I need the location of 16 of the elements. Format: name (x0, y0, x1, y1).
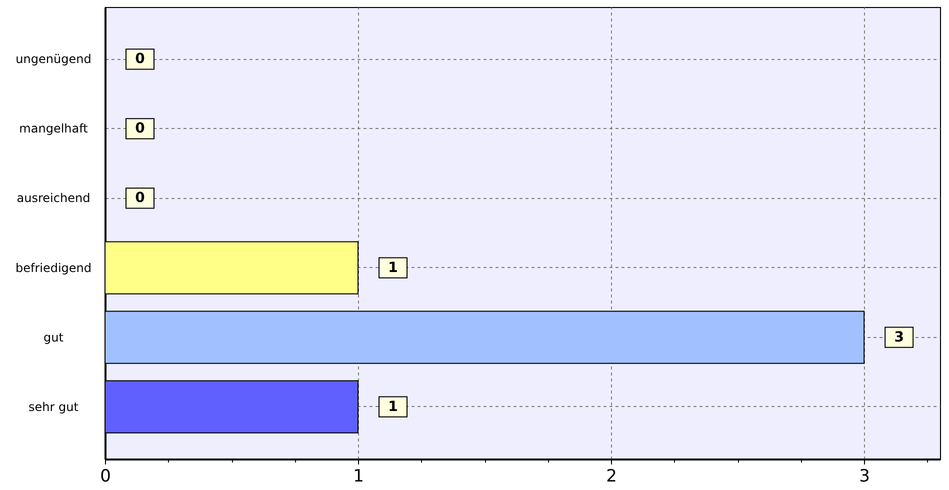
data-label: 0 (135, 190, 146, 206)
y-tick-label: befriedigend (15, 260, 92, 275)
y-tick-label: mangelhaft (19, 122, 88, 136)
data-label: 0 (135, 51, 146, 68)
data-label: 1 (388, 398, 398, 415)
data-label: 0 (135, 120, 146, 137)
y-tick-label: sehr gut (28, 400, 79, 414)
data-label: 1 (388, 260, 398, 276)
data-label: 3 (894, 329, 904, 346)
x-tick-label: 1 (353, 466, 364, 486)
x-tick-label: 2 (606, 466, 617, 486)
y-tick-label: gut (44, 330, 64, 344)
x-tick-label: 0 (100, 466, 111, 486)
y-tick-label: ungenügend (16, 52, 92, 66)
x-tick-label: 3 (859, 466, 870, 486)
y-tick-label: ausreichend (16, 191, 90, 206)
